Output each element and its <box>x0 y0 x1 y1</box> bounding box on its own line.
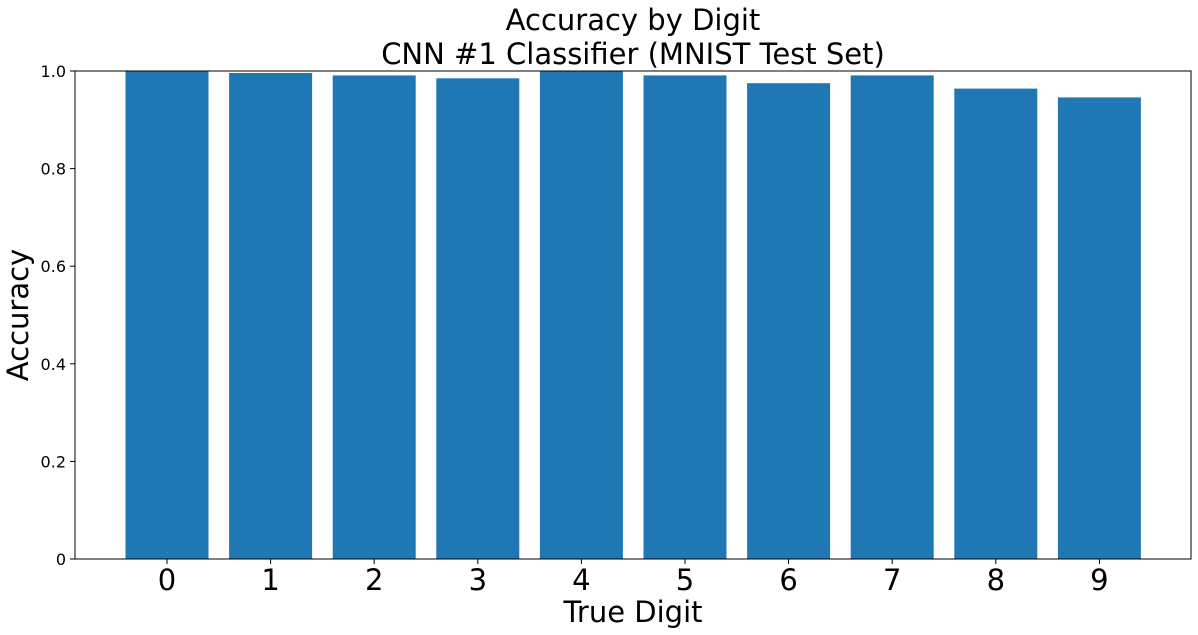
bar-digit-1 <box>229 73 313 559</box>
bar-digit-0 <box>125 71 209 559</box>
bar-digit-6 <box>747 83 831 559</box>
y-tick-label: 0.8 <box>41 160 66 179</box>
chart-subtitle: CNN #1 Classifier (MNIST Test Set) <box>381 37 885 71</box>
x-tick-label: 5 <box>676 563 694 597</box>
x-tick-label: 3 <box>469 563 487 597</box>
y-tick-label: 0 <box>56 550 66 569</box>
bar-digit-5 <box>643 75 727 560</box>
x-tick-label: 8 <box>987 563 1005 597</box>
bar-digit-9 <box>1057 97 1141 560</box>
x-axis-ticks: 0 1 2 3 4 5 6 7 8 9 <box>158 559 1109 597</box>
x-tick-label: 0 <box>158 563 176 597</box>
y-tick-label: 1.0 <box>41 62 66 81</box>
x-tick-label: 7 <box>883 563 901 597</box>
bar-digit-4 <box>539 71 623 559</box>
y-axis-ticks: 0 0.2 0.4 0.6 0.8 1.0 <box>41 62 75 569</box>
bars-group <box>125 71 1141 560</box>
bar-digit-7 <box>850 75 934 560</box>
x-axis-label: True Digit <box>562 595 702 629</box>
x-tick-label: 1 <box>261 563 279 597</box>
bar-digit-8 <box>954 88 1038 559</box>
x-tick-label: 2 <box>365 563 383 597</box>
x-tick-label: 9 <box>1090 563 1108 597</box>
bar-digit-2 <box>332 75 416 560</box>
plot-frame <box>74 70 1192 560</box>
bar-digit-3 <box>436 78 520 560</box>
y-tick-label: 0.4 <box>41 355 66 374</box>
x-tick-label: 6 <box>779 563 797 597</box>
y-tick-label: 0.6 <box>41 257 66 276</box>
x-tick-label: 4 <box>572 563 590 597</box>
y-axis-label: Accuracy <box>1 249 35 381</box>
y-tick-label: 0.2 <box>41 452 66 471</box>
chart-title: Accuracy by Digit <box>506 3 761 37</box>
